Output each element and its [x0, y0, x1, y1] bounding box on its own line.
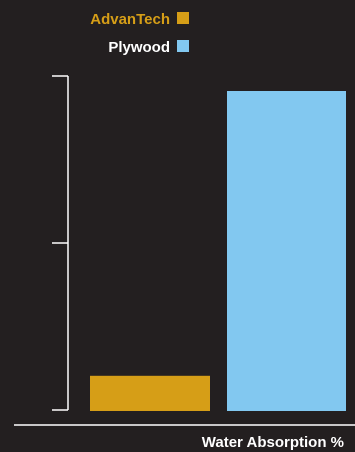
legend-item-advantech: AdvanTech [90, 11, 189, 28]
bars [90, 91, 346, 411]
legend-label-plywood: Plywood [108, 39, 170, 56]
y-axis [52, 75, 69, 411]
legend-label-advantech: AdvanTech [90, 11, 170, 28]
legend-swatch-advantech [177, 12, 189, 24]
legend: AdvanTech Plywood [90, 11, 189, 56]
legend-swatch-plywood [177, 40, 189, 52]
x-axis-title: Water Absorption % [202, 434, 344, 451]
legend-item-plywood: Plywood [108, 39, 189, 56]
bar-plywood [227, 91, 346, 411]
bar-advantech [90, 375, 210, 411]
